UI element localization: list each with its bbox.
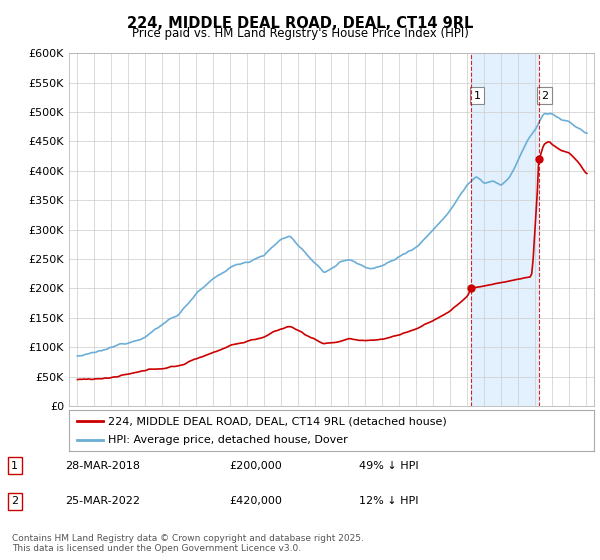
Text: 1: 1 — [11, 460, 19, 470]
Text: 49% ↓ HPI: 49% ↓ HPI — [359, 460, 418, 470]
Text: 2: 2 — [11, 496, 19, 506]
Text: 25-MAR-2022: 25-MAR-2022 — [65, 496, 140, 506]
Text: £420,000: £420,000 — [229, 496, 283, 506]
Text: 224, MIDDLE DEAL ROAD, DEAL, CT14 9RL: 224, MIDDLE DEAL ROAD, DEAL, CT14 9RL — [127, 16, 473, 31]
Text: 12% ↓ HPI: 12% ↓ HPI — [359, 496, 418, 506]
Text: 1: 1 — [473, 91, 481, 101]
Text: 28-MAR-2018: 28-MAR-2018 — [65, 460, 140, 470]
Text: Contains HM Land Registry data © Crown copyright and database right 2025.
This d: Contains HM Land Registry data © Crown c… — [12, 534, 364, 553]
Text: £200,000: £200,000 — [229, 460, 282, 470]
Bar — [471, 53, 539, 406]
Text: Price paid vs. HM Land Registry's House Price Index (HPI): Price paid vs. HM Land Registry's House … — [131, 27, 469, 40]
Text: 2: 2 — [541, 91, 548, 101]
Text: HPI: Average price, detached house, Dover: HPI: Average price, detached house, Dove… — [109, 435, 348, 445]
Text: 224, MIDDLE DEAL ROAD, DEAL, CT14 9RL (detached house): 224, MIDDLE DEAL ROAD, DEAL, CT14 9RL (d… — [109, 417, 447, 426]
